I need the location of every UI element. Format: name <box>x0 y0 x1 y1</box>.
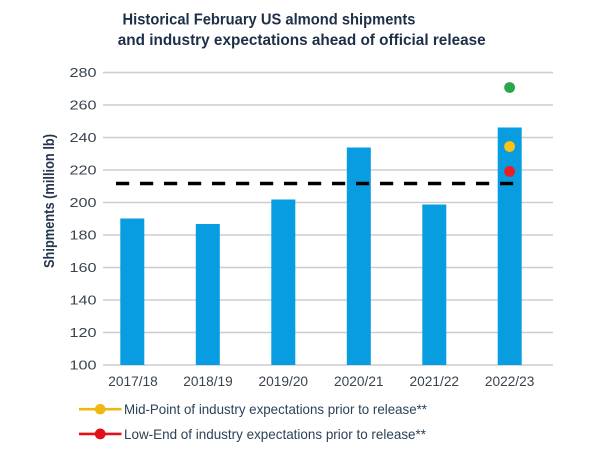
svg-text:220: 220 <box>70 163 97 178</box>
svg-text:and industry expectations ahea: and industry expectations ahead of offic… <box>118 32 486 49</box>
svg-text:160: 160 <box>70 260 97 275</box>
svg-text:260: 260 <box>70 98 97 113</box>
svg-text:200: 200 <box>70 195 97 210</box>
svg-text:2018/19: 2018/19 <box>183 374 233 389</box>
svg-text:2021/22: 2021/22 <box>410 374 460 389</box>
svg-text:2019/20: 2019/20 <box>259 374 309 389</box>
svg-text:120: 120 <box>70 325 97 340</box>
svg-text:240: 240 <box>70 130 97 145</box>
svg-text:Low-End of industry expectatio: Low-End of industry expectations prior t… <box>124 426 427 442</box>
svg-text:2017/18: 2017/18 <box>108 374 158 389</box>
svg-text:Shipments (million lb): Shipments (million lb) <box>41 134 58 268</box>
svg-text:Mid-Point of industry expectat: Mid-Point of industry expectations prior… <box>124 401 428 417</box>
svg-text:Historical February US almond: Historical February US almond shipments <box>123 12 416 29</box>
svg-text:140: 140 <box>70 293 97 308</box>
svg-text:280: 280 <box>70 65 97 80</box>
svg-text:2022/23: 2022/23 <box>485 374 535 389</box>
svg-text:180: 180 <box>70 228 97 243</box>
svg-text:2020/21: 2020/21 <box>334 374 384 389</box>
svg-text:100: 100 <box>70 358 97 373</box>
